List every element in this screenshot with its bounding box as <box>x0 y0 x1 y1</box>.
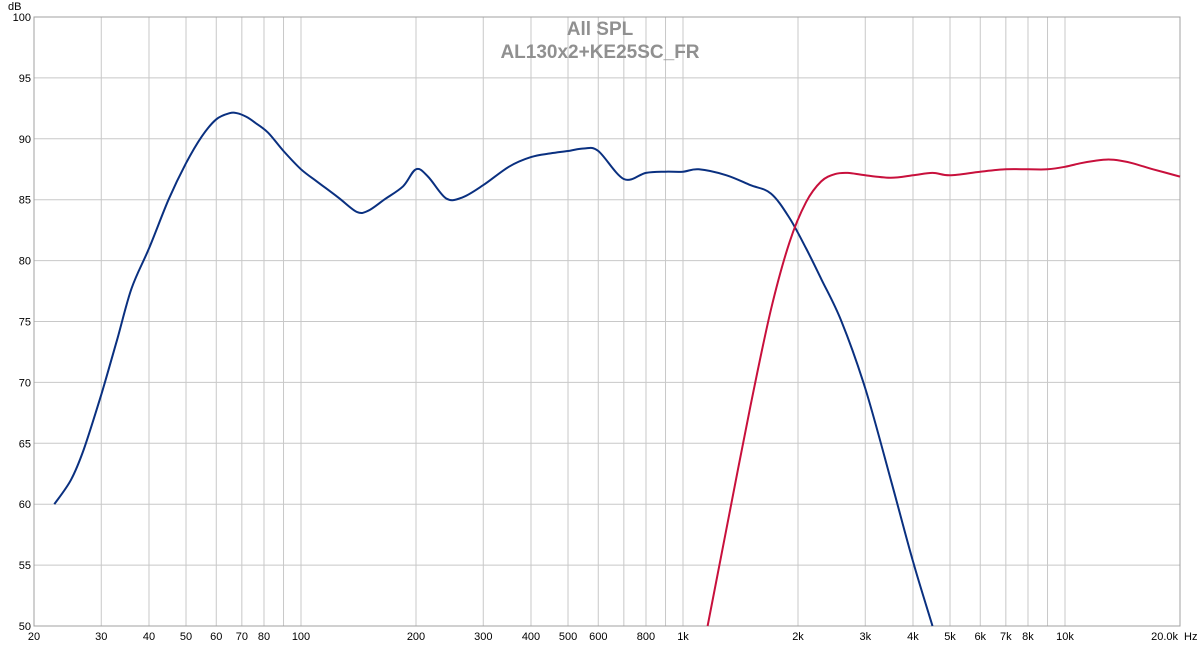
x-tick-label: 7k <box>1000 631 1012 643</box>
curves <box>53 111 1181 627</box>
y-tick-label: 90 <box>19 134 31 146</box>
x-tick-label: 600 <box>589 631 607 643</box>
x-tick-label: 50 <box>180 631 192 643</box>
x-tick-label: 30 <box>95 631 107 643</box>
x-tick-label: 3k <box>859 631 871 643</box>
x-tick-label: 500 <box>559 631 577 643</box>
x-tick-label: 800 <box>637 631 655 643</box>
x-tick-label: 300 <box>474 631 492 643</box>
x-tick-label: 60 <box>210 631 222 643</box>
x-tick-label: 10k <box>1056 631 1074 643</box>
x-tick-label: 5k <box>944 631 956 643</box>
y-tick-labels: 50 55 60 65 70 75 80 85 90 95 100 <box>13 12 31 633</box>
x-tick-label: 20.0k <box>1151 631 1178 643</box>
y-tick-label: 70 <box>19 377 31 389</box>
x-tick-label: 70 <box>236 631 248 643</box>
x-axis-unit: Hz <box>1184 631 1197 643</box>
x-tick-label: 100 <box>292 631 310 643</box>
series-line <box>53 111 934 627</box>
y-tick-label: 60 <box>19 499 31 511</box>
grid <box>34 17 1180 626</box>
x-tick-label: 400 <box>522 631 540 643</box>
x-tick-label: 2k <box>792 631 804 643</box>
x-tick-label: 80 <box>258 631 270 643</box>
series-line <box>706 158 1181 627</box>
x-tick-label: 200 <box>407 631 425 643</box>
y-tick-label: 50 <box>19 621 31 633</box>
x-tick-label: 4k <box>907 631 919 643</box>
y-tick-label: 100 <box>13 12 31 24</box>
plot-frame <box>33 16 1181 627</box>
x-tick-label: 40 <box>143 631 155 643</box>
y-tick-label: 75 <box>19 317 31 329</box>
y-axis-unit: dB <box>8 1 21 13</box>
x-tick-labels: 20 30 40 50 60 70 80 100 200 300 400 500 600 800 1k 2k 3… <box>28 631 1179 643</box>
y-tick-label: 85 <box>19 195 31 207</box>
x-tick-label: 8k <box>1022 631 1034 643</box>
y-tick-label: 65 <box>19 438 31 450</box>
y-tick-label: 95 <box>19 73 31 85</box>
chart-title: All SPL <box>567 19 634 40</box>
chart-subtitle: AL130x2+KE25SC_FR <box>500 42 699 63</box>
y-tick-label: 80 <box>19 256 31 268</box>
y-tick-label: 55 <box>19 560 31 572</box>
x-tick-label: 1k <box>677 631 689 643</box>
x-tick-label: 6k <box>974 631 986 643</box>
x-tick-label: 20 <box>28 631 40 643</box>
